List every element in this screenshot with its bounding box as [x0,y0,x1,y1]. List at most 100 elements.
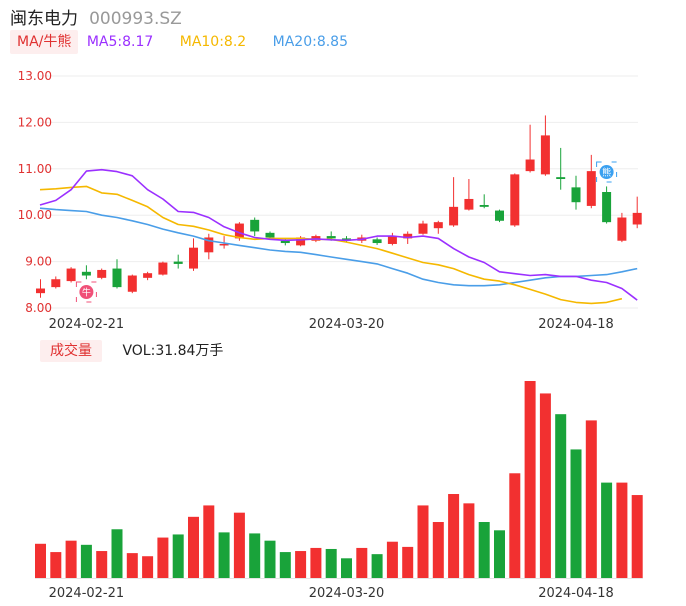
volume-bar [341,558,352,578]
volume-bar [616,482,628,578]
candle [66,268,76,282]
candle [127,275,137,292]
volume-bar [50,552,62,578]
chart-header: 闽东电力 000993.SZ [10,4,182,29]
candle [495,210,504,221]
volume-bar [478,522,490,578]
volume-bar [65,540,77,578]
volume-bar [432,522,444,578]
volume-bar [80,544,92,578]
volume-bar [172,534,184,578]
bull-signal-icon[interactable]: 牛 [75,281,97,303]
volume-bar [386,541,398,578]
volume-bar [35,543,46,578]
bear-signal-icon[interactable]: 熊 [596,161,618,183]
volume-bar [463,503,475,578]
y-tick-label: 8.00 [25,301,52,315]
candle [97,269,107,278]
volume-bar [203,505,215,578]
volume-bar [126,553,138,578]
candle [112,268,122,288]
candle [433,222,443,229]
volume-bar [142,556,154,578]
ma10-legend: MA10:8.2 [179,34,247,50]
volume-bar [233,512,245,578]
candle [479,204,489,207]
candle [280,240,290,244]
ma5-line [39,168,638,301]
volume-bar [295,551,307,578]
volume-bar [310,547,322,578]
ma10-line [39,185,623,305]
volume-bar [325,548,337,578]
candle [219,243,229,246]
volume-bar [111,529,123,578]
candle [372,239,382,244]
ma-legend: MA/牛熊 MA5:8.17 MA10:8.2 MA20:8.85 [10,30,348,54]
candle [173,261,183,264]
stock-name: 闽东电力 [10,9,78,29]
candle [418,223,428,234]
ma20-legend: MA20:8.85 [272,34,348,50]
candle [602,192,612,223]
volume-bar [249,533,261,578]
volume-bar [96,551,108,578]
candle [81,271,91,276]
candle [36,288,45,294]
volume-bar [631,495,643,578]
svg-text:牛: 牛 [82,287,91,299]
y-tick-label: 9.00 [25,255,52,269]
volume-bar [417,505,429,578]
volume-bar [555,414,567,578]
ma20-line [39,207,638,287]
candle [403,233,413,239]
candle [158,262,168,275]
x-tick-label: 2024-04-18 [538,317,614,332]
volume-bar [157,537,169,578]
y-tick-label: 12.00 [18,115,52,129]
candle [204,237,214,253]
ma5-legend: MA5:8.17 [86,34,154,50]
svg-text:熊: 熊 [602,167,611,179]
volume-bar [402,546,414,578]
volume-bar [494,530,505,578]
candle [143,273,153,278]
volume-bar [264,540,276,578]
candle [449,206,459,226]
volume-bar [570,449,582,578]
volume-indicator-tag[interactable]: 成交量 [40,340,102,362]
volume-bar [509,473,521,578]
volume-x-tick-label: 2024-02-21 [49,586,125,601]
volume-bar [539,393,551,578]
volume-bar [356,547,368,578]
candle [586,171,596,206]
volume-x-tick-label: 2024-03-20 [309,586,385,601]
volume-bar [524,381,536,578]
y-tick-label: 13.00 [18,69,52,83]
candle [265,232,275,238]
candle [189,247,198,269]
candle [51,279,61,288]
volume-bar [585,420,597,578]
volume-bar [601,482,613,578]
volume-bar [371,554,383,578]
x-tick-label: 2024-03-20 [309,317,385,332]
candle [510,174,520,226]
volume-bar [448,494,460,578]
volume-bar [188,516,199,578]
candle [464,198,474,210]
ma-indicator-tag[interactable]: MA/牛熊 [10,30,79,54]
candle [571,187,581,203]
volume-value: VOL:31.84万手 [122,343,224,359]
volume-bar [218,532,230,578]
x-tick-label: 2024-02-21 [49,317,125,332]
candle [632,212,642,225]
stock-code: 000993.SZ [89,9,182,29]
candle [326,236,336,239]
volume-x-tick-label: 2024-04-18 [538,586,614,601]
candle [540,135,550,175]
volume-legend: 成交量 VOL:31.84万手 [40,340,223,362]
candle [250,219,260,232]
candle [556,177,566,180]
